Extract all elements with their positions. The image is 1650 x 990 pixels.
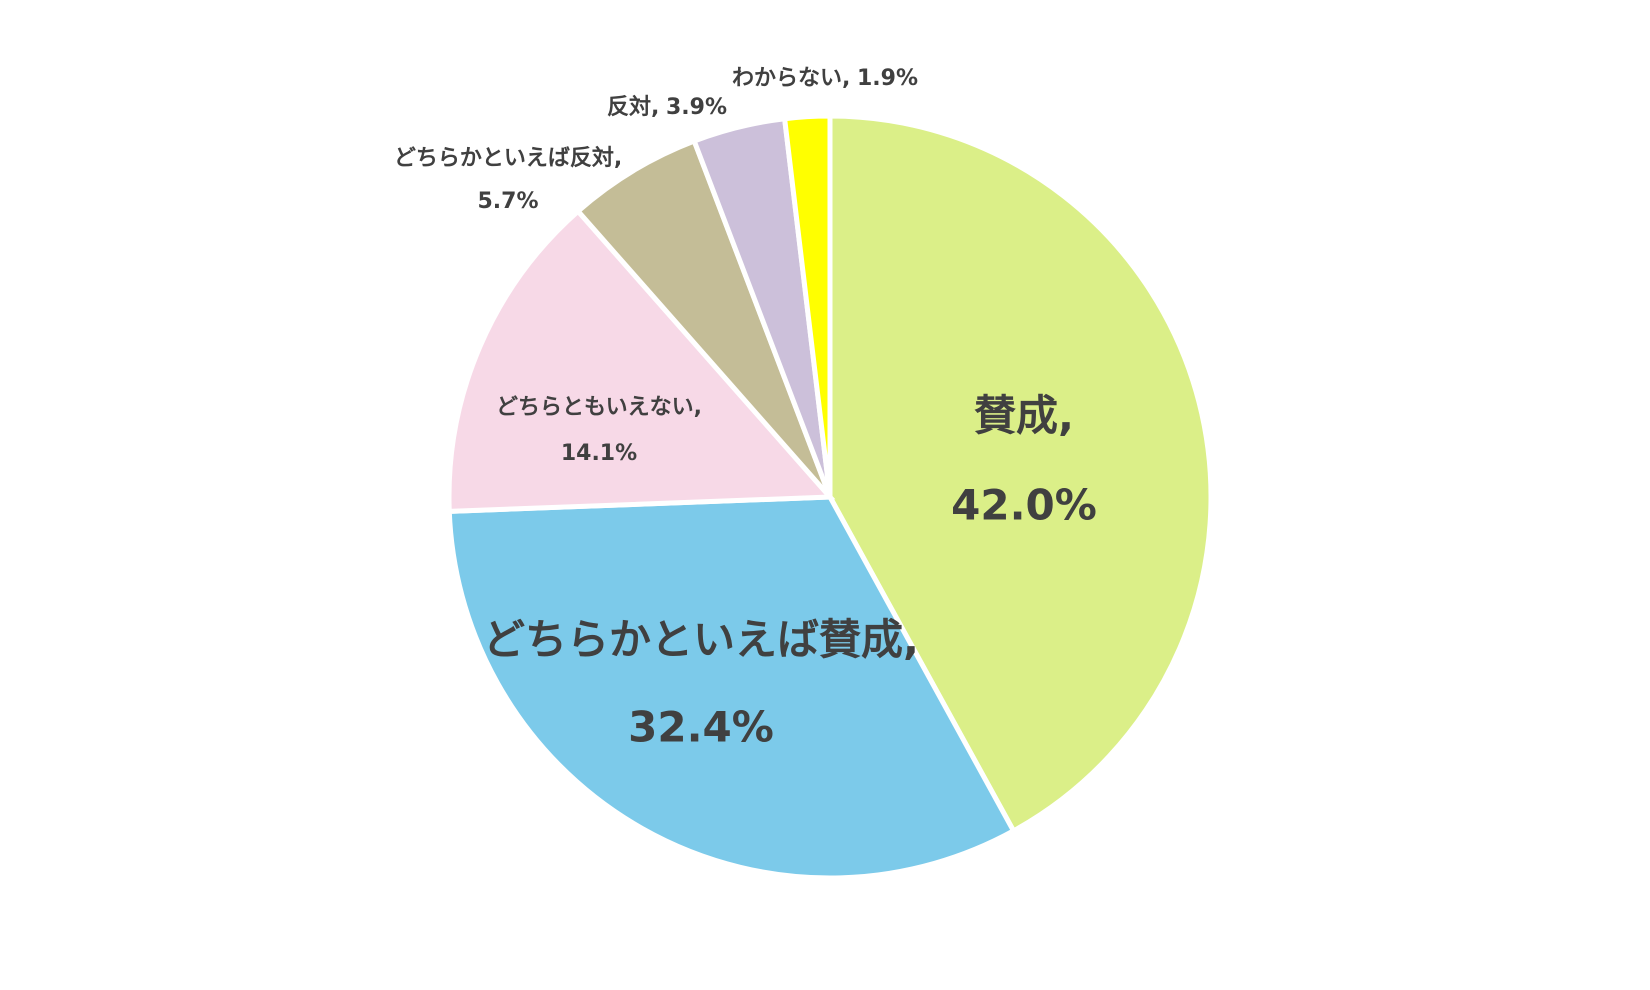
value-label: 14.1%	[561, 441, 637, 466]
category-name: 賛成	[974, 391, 1058, 440]
data-label: 反対, 3.9%	[607, 95, 727, 120]
label-separator: ,	[614, 146, 622, 171]
value-label: 3.9%	[666, 95, 727, 120]
category-name: どちらともいえない	[496, 395, 694, 420]
pie-slice	[446, 207, 836, 514]
pie-slice	[827, 113, 1214, 835]
category-name: どちらかといえば反対	[394, 146, 614, 171]
data-label: どちらかといえば賛成,	[483, 615, 919, 664]
data-label: 賛成,	[974, 391, 1074, 440]
data-label: どちらかといえば反対,	[394, 146, 622, 171]
data-label: どちらともいえない,	[496, 395, 702, 420]
category-name: 反対	[607, 95, 651, 120]
pie-slice	[781, 113, 833, 498]
value-label: 5.7%	[477, 189, 538, 214]
category-name: わからない	[732, 66, 842, 91]
category-name: どちらかといえば賛成	[483, 615, 903, 664]
label-separator: ,	[842, 66, 850, 91]
label-separator: ,	[903, 615, 919, 664]
label-separator: ,	[694, 395, 702, 420]
pie-slice	[446, 494, 1017, 881]
data-label: わからない, 1.9%	[732, 66, 918, 91]
value-label: 1.9%	[857, 66, 918, 91]
label-separator: ,	[1058, 391, 1074, 440]
pie-slice	[574, 137, 833, 499]
label-separator: ,	[651, 95, 659, 120]
value-label: 32.4%	[628, 703, 774, 752]
value-label: 42.0%	[951, 481, 1097, 530]
